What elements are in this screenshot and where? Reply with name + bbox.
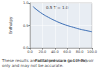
svg-text:0.5 T = 1.0: 0.5 T = 1.0 xyxy=(46,5,69,10)
svg-text:40.0: 40.0 xyxy=(51,50,59,54)
svg-text:only and may not be accurate.: only and may not be accurate. xyxy=(2,63,63,68)
svg-text:100.0: 100.0 xyxy=(87,50,97,54)
svg-text:These results are obtained via: These results are obtained via a gas res… xyxy=(2,57,94,63)
svg-text:80.0: 80.0 xyxy=(76,50,84,54)
svg-text:0.5: 0.5 xyxy=(23,24,29,28)
svg-text:20.0: 20.0 xyxy=(38,50,46,54)
svg-text:0.0: 0.0 xyxy=(27,50,33,54)
svg-text:1.0: 1.0 xyxy=(23,1,29,5)
svg-text:Enthalpy: Enthalpy xyxy=(8,16,13,34)
svg-text:60.0: 60.0 xyxy=(63,50,71,54)
svg-text:0.0: 0.0 xyxy=(22,46,29,50)
svg-text:Partial pressure (x 10⁵ Pa): Partial pressure (x 10⁵ Pa) xyxy=(35,58,87,63)
